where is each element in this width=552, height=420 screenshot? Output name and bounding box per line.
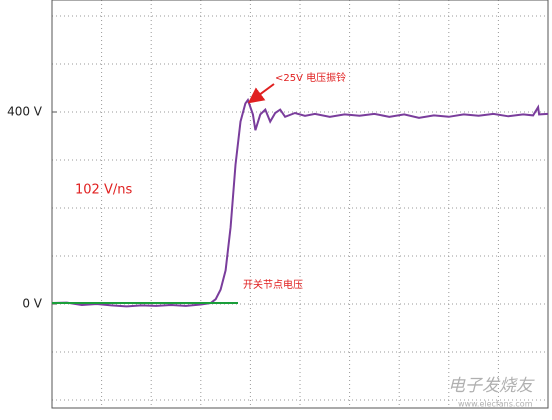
series-line: [51, 97, 549, 308]
annotation: <25V 电压振铃: [275, 71, 346, 84]
watermark: 电子发烧友: [448, 376, 535, 396]
plot-frame: [51, 0, 549, 409]
arrow: [247, 83, 275, 104]
annotation: 开关节点电压: [243, 278, 303, 291]
y-tick-label: 0 V: [22, 297, 42, 311]
y-tick-label: 400 V: [7, 105, 43, 119]
graticule: [51, 0, 549, 409]
watermark-url: www.elecfans.com: [458, 400, 533, 409]
annotation: 102 V/ns: [75, 183, 132, 198]
